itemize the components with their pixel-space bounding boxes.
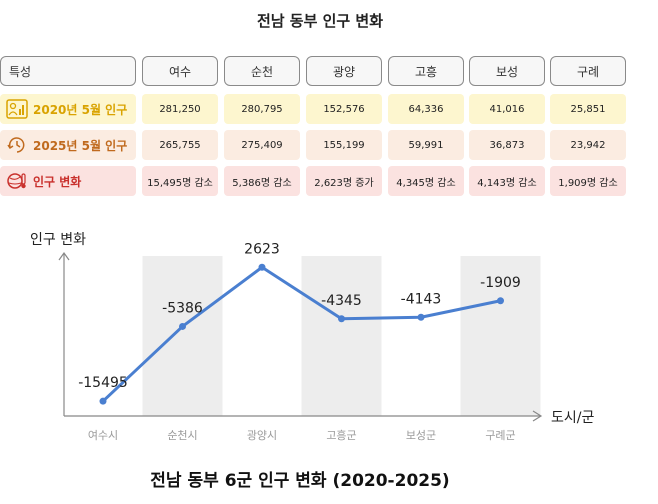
data-point [258, 263, 266, 271]
row-label-text: 인구 변화 [33, 174, 82, 189]
globe-thermometer-icon [7, 173, 26, 189]
chart-band [460, 256, 541, 416]
chart-band [301, 256, 382, 416]
x-axis-label: 도시/군 [551, 410, 594, 426]
row-label-change: 인구 변화 [0, 166, 136, 196]
table-title: 전남 동부 인구 변화 [256, 12, 384, 30]
table-cell: 25,851 [550, 94, 626, 124]
table-cell: 4,143명 감소 [469, 166, 545, 196]
table-cell: 64,336 [388, 94, 464, 124]
data-point [497, 297, 504, 305]
header-region: 보성 [469, 56, 545, 86]
data-point [179, 322, 186, 330]
x-tick-label: 광양시 [247, 429, 277, 442]
table-cell: 5,386명 감소 [224, 166, 300, 196]
x-tick-label: 구례군 [485, 429, 515, 442]
data-label: -1909 [480, 275, 521, 291]
table-cell: 1,909명 감소 [550, 166, 626, 196]
header-region: 순천 [224, 56, 300, 86]
header-feature: 특성 [0, 56, 136, 86]
data-label: -5386 [162, 300, 203, 316]
table-cell: 155,199 [306, 130, 382, 160]
data-point [99, 397, 107, 405]
table-cell: 152,576 [306, 94, 382, 124]
y-axis-label: 인구 변화 [30, 232, 86, 248]
row-label-text: 2020년 5월 인구 [33, 102, 128, 117]
x-axis-arrow [532, 410, 543, 422]
table-cell: 265,755 [142, 130, 218, 160]
table-cell: 15,495명 감소 [142, 166, 218, 196]
x-tick-label: 보성군 [406, 429, 436, 442]
header-region: 구례 [550, 56, 626, 86]
people-chart-icon [6, 99, 28, 119]
data-point [417, 313, 425, 321]
chart-band [142, 256, 223, 416]
table-cell: 23,942 [550, 130, 626, 160]
chart-title: 전남 동부 6군 인구 변화 (2020-2025) [150, 471, 450, 491]
x-tick-labels: 여수시 순천시 광양시 고흥군 보성군 구례군 [88, 428, 516, 442]
header-region: 광양 [306, 56, 382, 86]
row-label-text: 2025년 5월 인구 [33, 138, 128, 153]
table-cell: 41,016 [469, 94, 545, 124]
data-label: -4345 [321, 293, 362, 309]
clock-arrow-icon [7, 137, 25, 153]
header-region: 고흥 [388, 56, 464, 86]
data-points [99, 263, 504, 405]
table-cell: 280,795 [224, 94, 300, 124]
table-cell: 59,991 [388, 130, 464, 160]
table-cell: 281,250 [142, 94, 218, 124]
table-cell: 4,345명 감소 [388, 166, 464, 196]
chart-bands [142, 256, 541, 416]
data-labels: -15495 -5386 2623 -4345 -4143 -1909 [78, 241, 521, 391]
data-label: -15495 [78, 375, 128, 391]
x-tick-label: 순천시 [167, 428, 197, 442]
table-cell: 2,623명 증가 [306, 166, 382, 196]
table-cell: 36,873 [469, 130, 545, 160]
x-tick-label: 여수시 [88, 429, 118, 442]
population-change-chart: 인구 변화 도시/군 여수시 순천시 광양시 고흥군 보성군 구례군 -15495 -538… [30, 232, 594, 442]
x-tick-label: 고흥군 [326, 428, 356, 442]
series-line [101, 265, 502, 403]
table-cell: 275,409 [224, 130, 300, 160]
data-label: 2623 [244, 241, 280, 257]
data-point [338, 315, 345, 323]
axes [58, 251, 543, 422]
y-axis-arrow [58, 251, 70, 261]
header-region: 여수 [142, 56, 218, 86]
data-label: -4143 [401, 291, 442, 307]
row-label-2020: 2020년 5월 인구 [0, 94, 136, 124]
row-label-2025: 2025년 5월 인구 [0, 130, 136, 160]
